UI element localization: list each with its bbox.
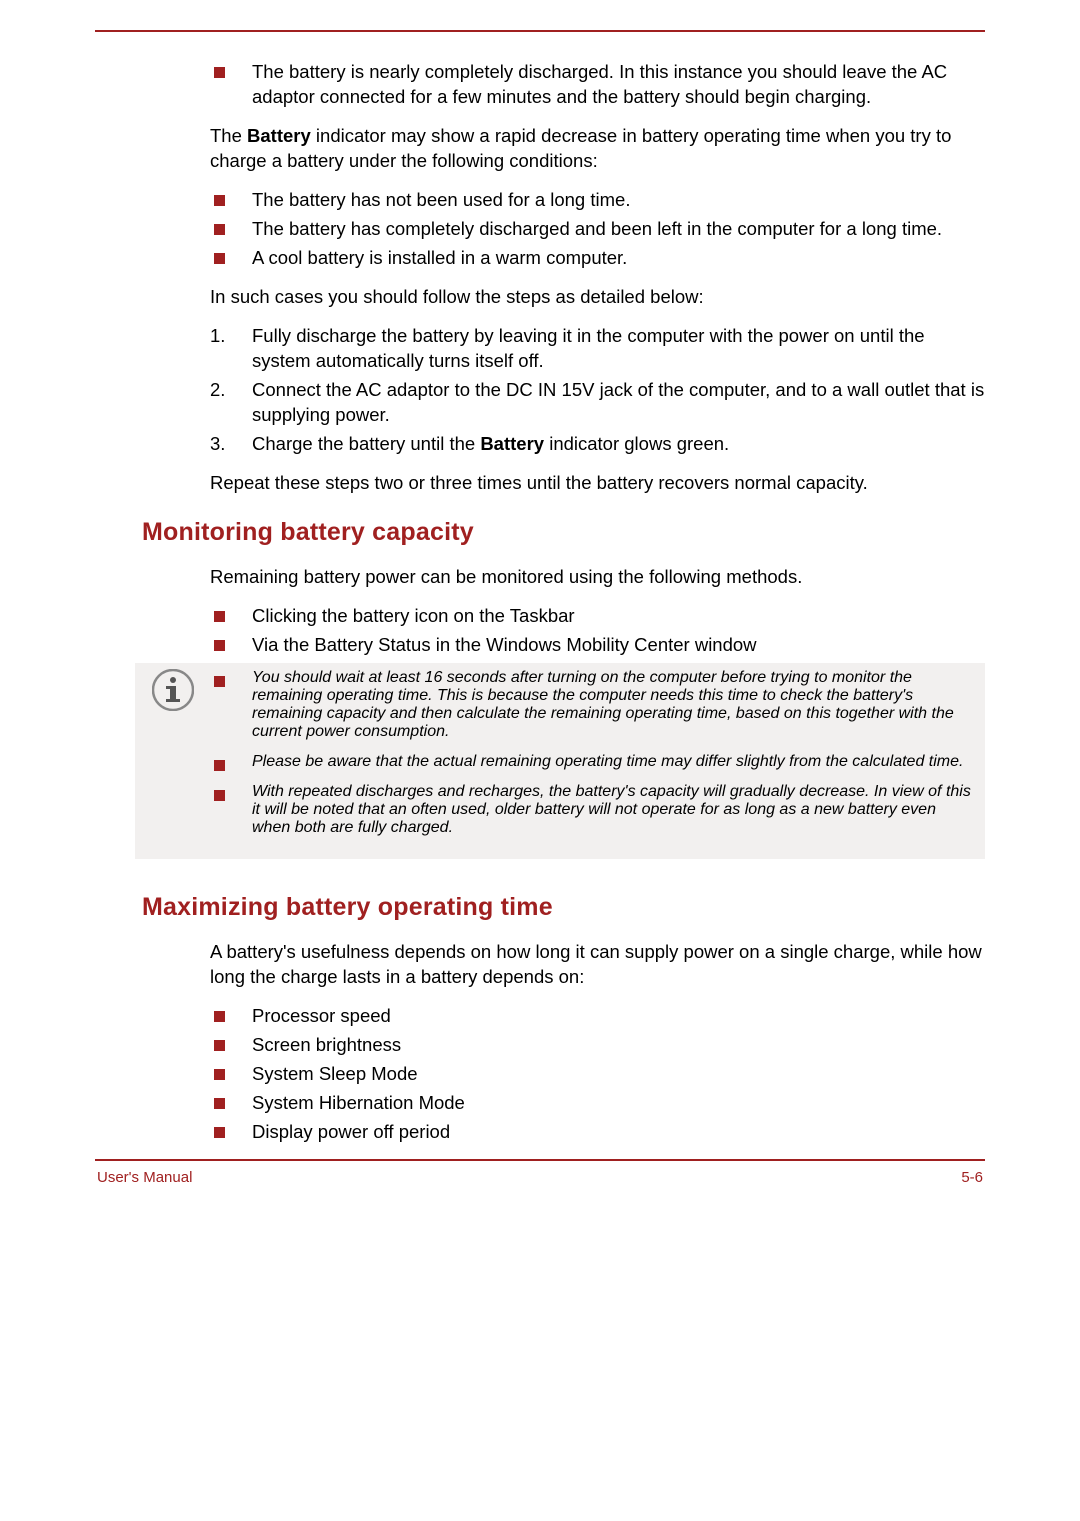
list-item: 3. Charge the battery until the Battery i… — [210, 432, 985, 457]
list-item: The battery has completely discharged an… — [210, 217, 985, 242]
text: Fully discharge the battery by leaving i… — [252, 325, 925, 371]
info-icon — [135, 663, 210, 711]
footer-right: 5-6 — [961, 1169, 983, 1186]
list-item: 2. Connect the AC adaptor to the DC IN 15… — [210, 378, 985, 428]
page-footer: User's Manual 5-6 — [95, 1169, 985, 1186]
list-item: The battery is nearly completely dischar… — [210, 60, 985, 110]
list-item: Screen brightness — [210, 1033, 985, 1058]
list-item: The battery has not been used for a long… — [210, 188, 985, 213]
text: Charge the battery until the — [252, 433, 480, 454]
note-block: You should wait at least 16 seconds afte… — [135, 663, 985, 859]
section-heading-maximizing: Maximizing battery operating time — [142, 893, 985, 922]
paragraph: Remaining battery power can be monitored… — [210, 565, 985, 590]
step-number: 2. — [210, 378, 225, 403]
list-item: Via the Battery Status in the Windows Mo… — [210, 633, 985, 658]
list-item: A cool battery is installed in a warm co… — [210, 246, 985, 271]
text: The — [210, 125, 247, 146]
section-heading-monitoring: Monitoring battery capacity — [142, 518, 985, 547]
intro-bullet-list: The battery is nearly completely dischar… — [210, 60, 985, 110]
list-item: Processor speed — [210, 1004, 985, 1029]
list-item: System Hibernation Mode — [210, 1091, 985, 1116]
footer-rule — [95, 1159, 985, 1161]
text: Connect the AC adaptor to the DC IN 15V … — [252, 379, 984, 425]
step-number: 1. — [210, 324, 225, 349]
body-content: Remaining battery power can be monitored… — [210, 565, 985, 658]
conditions-list: The battery has not been used for a long… — [210, 188, 985, 271]
list-item: Please be aware that the actual remainin… — [210, 753, 973, 771]
step-number: 3. — [210, 432, 225, 457]
body-content: A battery's usefulness depends on how lo… — [210, 940, 985, 1145]
list-item: You should wait at least 16 seconds afte… — [210, 669, 973, 741]
list-item: Clicking the battery icon on the Taskbar — [210, 604, 985, 629]
steps-list: 1. Fully discharge the battery by leaving… — [210, 324, 985, 457]
body-content: The battery is nearly completely dischar… — [210, 60, 985, 496]
text: indicator may show a rapid decrease in b… — [210, 125, 951, 171]
methods-list: Clicking the battery icon on the Taskbar… — [210, 604, 985, 658]
paragraph: The Battery indicator may show a rapid d… — [210, 124, 985, 174]
paragraph: A battery's usefulness depends on how lo… — [210, 940, 985, 990]
list-item: Display power off period — [210, 1120, 985, 1145]
factors-list: Processor speed Screen brightness System… — [210, 1004, 985, 1145]
note-body: You should wait at least 16 seconds afte… — [210, 663, 985, 859]
list-item: System Sleep Mode — [210, 1062, 985, 1087]
paragraph: Repeat these steps two or three times un… — [210, 471, 985, 496]
top-rule — [95, 30, 985, 32]
list-item: 1. Fully discharge the battery by leaving… — [210, 324, 985, 374]
list-item: With repeated discharges and recharges, … — [210, 783, 973, 837]
page-container: The battery is nearly completely dischar… — [0, 0, 1080, 1211]
note-list: You should wait at least 16 seconds afte… — [210, 669, 973, 837]
bold-text: Battery — [480, 433, 544, 454]
footer-left: User's Manual — [97, 1169, 192, 1186]
text: indicator glows green. — [544, 433, 729, 454]
paragraph: In such cases you should follow the step… — [210, 285, 985, 310]
bold-text: Battery — [247, 125, 311, 146]
